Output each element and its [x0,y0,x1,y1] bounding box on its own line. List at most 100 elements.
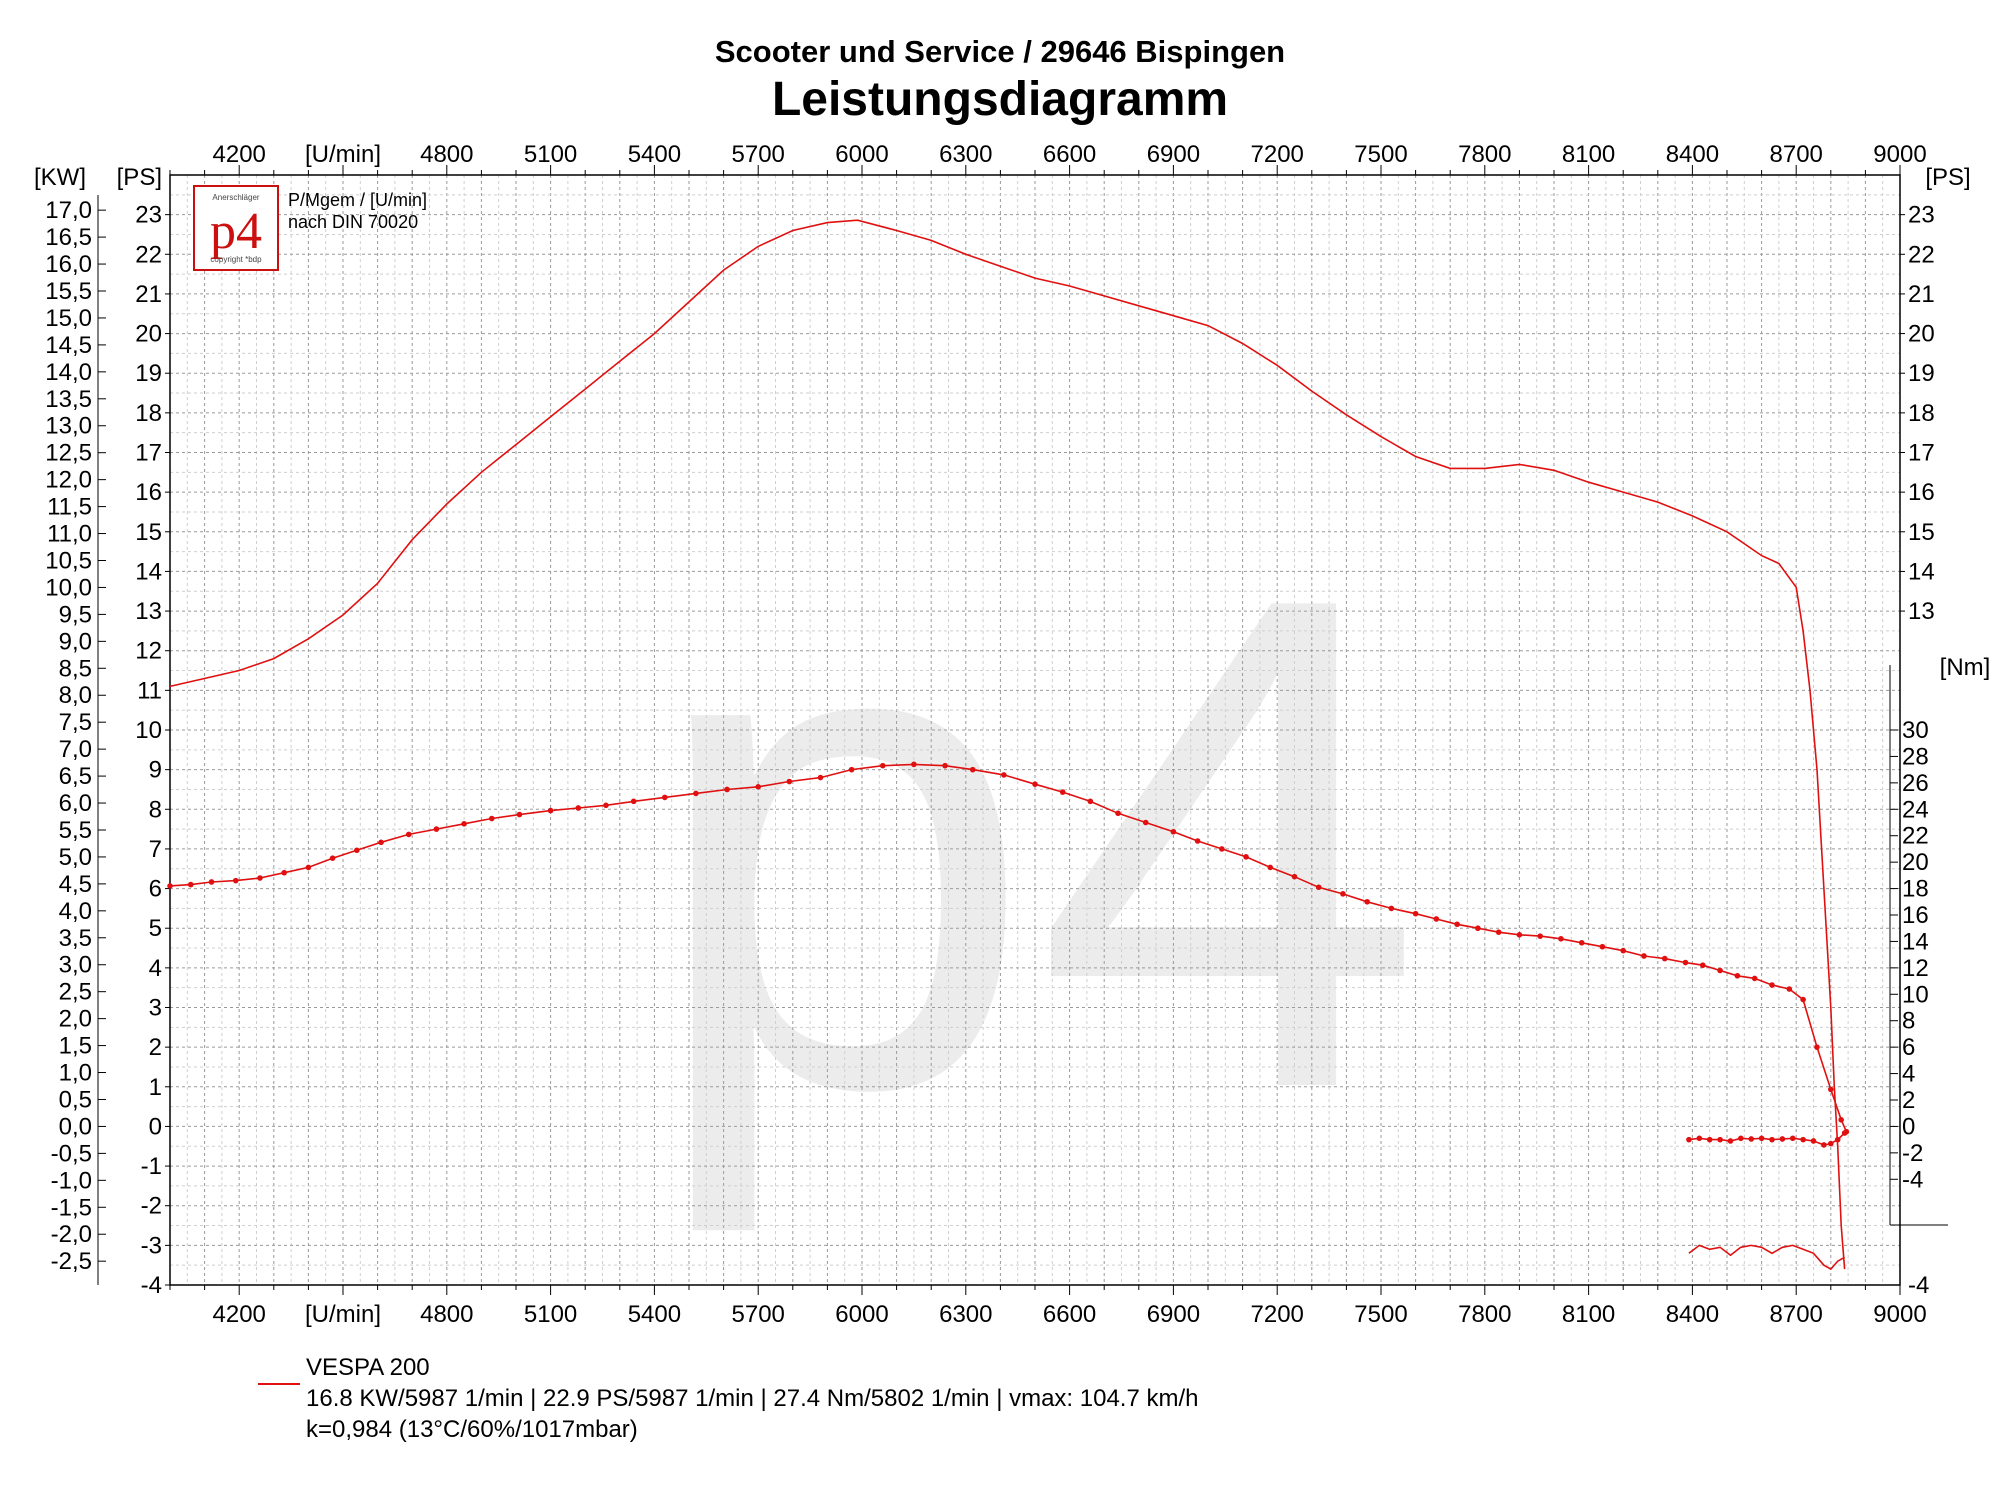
series-3-point [1789,1135,1796,1142]
x-tick-label-top: 6900 [1147,141,1200,168]
kw-tick-label: 7,0 [59,736,92,763]
series-3-point [1841,1130,1848,1136]
ps-left-tick-label: 6 [149,876,162,903]
kw-tick-label: 13,0 [45,413,92,440]
ps-right-tick-label: 14 [1908,558,1935,585]
nm-tick-label: 18 [1902,876,1929,903]
nm-tick-label: 2 [1902,1087,1915,1114]
ps-left-tick-label: 16 [135,479,162,506]
series-1-point [1578,939,1585,946]
series-1-point [1537,933,1543,939]
series-1-point [575,805,582,811]
series-1-point [755,784,761,790]
series-1-point [1115,810,1121,817]
ps-left-tick-label: 3 [149,995,162,1022]
kw-tick-label: -1,5 [51,1194,92,1221]
x-tick-label-bottom: 8400 [1666,1301,1719,1328]
nm-tick-label: 28 [1902,743,1929,770]
kw-tick-label: 6,0 [59,790,92,817]
kw-tick-label: 7,5 [59,709,92,736]
x-tick-label-top: 9000 [1873,141,1926,168]
ps-left-tick-label: -2 [141,1193,162,1220]
series-1-point [1558,935,1564,942]
series-1-point [1699,962,1706,969]
ps-right-tick-label: 23 [1908,202,1935,229]
kw-tick-label: -2,5 [51,1248,92,1275]
ps-left-tick-label: 1 [149,1074,162,1101]
kw-unit: [KW] [34,164,86,191]
kw-tick-label: -1,0 [51,1167,92,1194]
series-1-point [879,762,886,769]
ps-left-tick-label: 18 [135,400,162,427]
logo-p4: p4 [210,203,262,260]
series-line-2 [1688,1244,1845,1271]
kw-tick-label: 0,0 [59,1113,92,1140]
kw-tick-label: 1,0 [59,1060,92,1087]
x-tick-label-top: 5700 [732,141,785,168]
series-3-point [1758,1135,1765,1142]
x-tick-label-top: 8100 [1562,141,1615,168]
x-tick-label-bottom: 7500 [1354,1301,1407,1328]
x-tick-label-top: 6300 [939,141,992,168]
logo-box [193,185,279,271]
ps-left-tick-label: 22 [135,241,162,268]
x-tick-label-top: 6000 [835,141,888,168]
legend-swatch [258,1383,300,1385]
kw-tick-label: 12,0 [45,467,92,494]
x-tick-label-top: 6600 [1043,141,1096,168]
ps-left-tick-label: -3 [141,1232,162,1259]
x-tick-label-top: 8400 [1666,141,1719,168]
x-tick-label-top: 7800 [1458,141,1511,168]
nm-tick-label: 20 [1902,849,1929,876]
kw-tick-label: 4,5 [59,871,92,898]
ps-right-tick-label: 21 [1908,281,1935,308]
ps-right-tick-label: 13 [1908,598,1935,625]
nm-tick-label: 24 [1902,796,1929,823]
x-tick-label-bottom: 7200 [1251,1301,1304,1328]
series-1-point [969,766,976,773]
kw-tick-label: 10,5 [45,547,92,574]
series-1-point [1734,972,1741,979]
series-1-point [1751,975,1758,982]
ps-right-tick-label: 15 [1908,519,1935,546]
series-3-point [1828,1140,1834,1147]
series-3-point [1717,1136,1723,1143]
kw-tick-label: 0,5 [59,1086,92,1113]
x-tick-label-bottom: 5400 [628,1301,681,1328]
series-1-point [1194,838,1201,844]
x-tick-label-bottom: 5100 [524,1301,577,1328]
series-1-point [1142,819,1149,826]
series-1-point [1786,986,1793,992]
series-1-point [1454,921,1460,928]
series-1-point [1315,884,1322,891]
x-tick-label-top: 5400 [628,141,681,168]
series-3-point [1748,1136,1755,1142]
ps-left-tick-label: 20 [135,321,162,348]
series-1-point [911,761,917,768]
series-1-point [1516,932,1523,938]
series-1-point [433,826,440,832]
series-3-point [1800,1136,1806,1143]
series-1-point [786,778,793,785]
kw-tick-label: 17,0 [45,197,92,224]
x-tick-label-bottom: 5700 [732,1301,785,1328]
series-1-point [1243,854,1249,860]
x-tick-label-bottom: 6000 [835,1301,888,1328]
series-1-point [630,798,637,805]
legend-summary: 16.8 KW/5987 1/min | 22.9 PS/5987 1/min … [306,1385,1199,1412]
x-tick-label-top: 5100 [524,141,577,168]
ps-left-tick-label: 19 [135,360,162,387]
series-1-point [1620,947,1626,954]
ps-right-tick-label: 19 [1908,360,1935,387]
nm-tick-label: -2 [1902,1140,1923,1167]
ps-left-tick-label: 9 [149,757,162,784]
standard-label: nach DIN 70020 [288,212,418,232]
series-1-point [547,807,554,814]
x-tick-label-top: 4800 [420,141,473,168]
series-1-point [257,875,263,881]
series-1-point [1599,943,1606,950]
nm-tick-label: 10 [1902,981,1929,1008]
series-1-point [1032,781,1038,787]
kw-tick-label: 11,0 [47,521,92,548]
